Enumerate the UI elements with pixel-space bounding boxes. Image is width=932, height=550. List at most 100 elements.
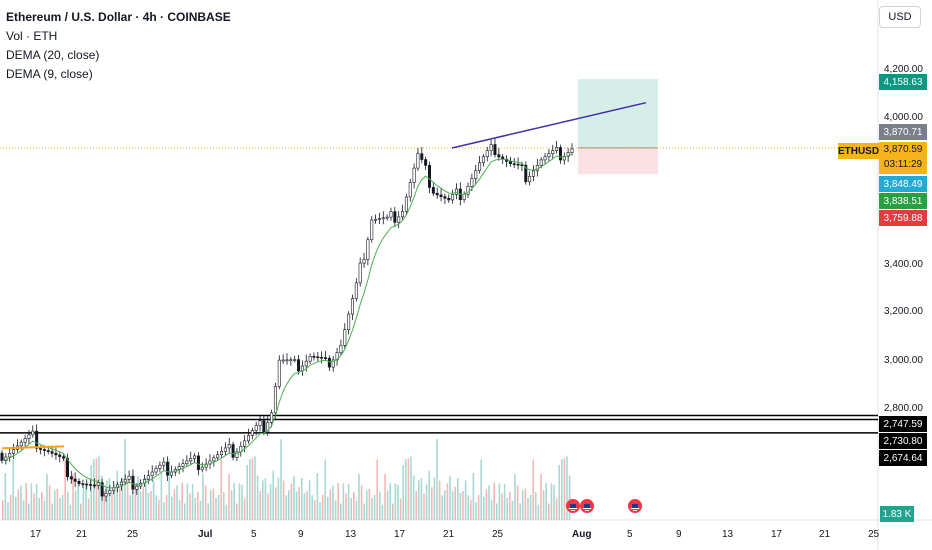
y-tick-label: 2,800.00 bbox=[884, 403, 923, 414]
volume-bar bbox=[397, 484, 399, 520]
candle-body bbox=[289, 359, 293, 362]
last-price-tag: 3,870.59 03:11:29 bbox=[879, 142, 927, 174]
x-tick-label: 9 bbox=[298, 529, 304, 540]
candle-body bbox=[154, 468, 158, 473]
candle-body bbox=[216, 454, 220, 459]
candle-body bbox=[250, 430, 254, 436]
indicator-dema9[interactable]: DEMA (9, close) bbox=[6, 67, 93, 81]
candle-body bbox=[366, 239, 370, 260]
candle-body bbox=[320, 356, 324, 359]
volume-bar bbox=[215, 498, 217, 520]
candle-body bbox=[466, 186, 470, 195]
chart-title[interactable]: Ethereum / U.S. Dollar · 4h · COINBASE bbox=[6, 10, 231, 24]
candle-body bbox=[243, 440, 247, 447]
x-tick-label: 25 bbox=[492, 529, 504, 540]
x-tick-label: 21 bbox=[76, 529, 88, 540]
currency-button[interactable]: USD bbox=[879, 6, 921, 28]
candle-body bbox=[246, 435, 250, 442]
volume-bar bbox=[230, 490, 233, 520]
volume-bar bbox=[54, 490, 56, 520]
volume-bar bbox=[129, 495, 131, 520]
volume-bar bbox=[561, 459, 563, 520]
gray-price-tag: 3,870.71 bbox=[879, 124, 927, 140]
volume-bar bbox=[485, 489, 488, 520]
target-price-tag: 4,158.63 bbox=[879, 74, 927, 90]
candle-body bbox=[285, 359, 289, 362]
y-tick-label: 3,000.00 bbox=[884, 355, 923, 366]
volume-bar bbox=[38, 498, 40, 520]
volume-bar bbox=[111, 493, 113, 520]
us-flag-event-icon[interactable] bbox=[580, 499, 594, 513]
volume-bar bbox=[337, 482, 339, 520]
candle-body bbox=[189, 458, 193, 462]
volume-bar bbox=[139, 491, 142, 520]
x-tick-label: 21 bbox=[443, 529, 455, 540]
volume-bar bbox=[30, 483, 33, 520]
candle-body bbox=[339, 345, 343, 353]
volume-bar bbox=[106, 480, 108, 520]
volume-bar bbox=[511, 500, 514, 520]
volume-bar bbox=[212, 488, 215, 520]
volume-bar bbox=[405, 459, 407, 520]
volume-bar bbox=[67, 491, 69, 520]
volume-bar bbox=[355, 500, 358, 520]
us-flag-event-icon[interactable] bbox=[566, 499, 580, 513]
candle-body bbox=[135, 485, 139, 490]
candle-body bbox=[462, 193, 466, 201]
candle-body bbox=[150, 471, 154, 476]
volume-bar bbox=[503, 484, 506, 520]
candle-body bbox=[566, 152, 570, 157]
candle-body bbox=[312, 355, 316, 358]
volume-bar bbox=[25, 482, 27, 520]
candle-body bbox=[204, 463, 208, 468]
candle-body bbox=[335, 352, 339, 361]
blue-price-tag: 3,848.49 bbox=[879, 176, 927, 192]
indicator-volume[interactable]: Vol · ETH bbox=[6, 29, 58, 43]
red-price-tag: 3,759.88 bbox=[879, 210, 927, 226]
volume-bar bbox=[327, 496, 329, 520]
candle-body bbox=[358, 262, 362, 284]
x-tick-label: 17 bbox=[394, 529, 406, 540]
candle-body bbox=[512, 163, 516, 166]
volume-bar bbox=[496, 503, 498, 520]
volume-bar bbox=[254, 456, 256, 520]
volume-bar bbox=[379, 491, 381, 520]
volume-bar bbox=[43, 500, 46, 520]
volume-bar bbox=[241, 484, 243, 520]
candle-body bbox=[177, 466, 181, 470]
volume-bar bbox=[202, 473, 204, 520]
candle-body bbox=[347, 313, 351, 331]
volume-bar bbox=[9, 494, 12, 520]
volume-bar bbox=[402, 465, 404, 520]
volume-bar bbox=[441, 495, 443, 520]
candle-body bbox=[270, 412, 274, 423]
volume-bar bbox=[33, 493, 35, 520]
candle-body bbox=[0, 452, 4, 461]
volume-bar bbox=[264, 478, 267, 520]
volume-bar bbox=[558, 465, 560, 520]
volume-bar bbox=[142, 487, 144, 520]
volume-bar bbox=[145, 477, 147, 520]
x-tick-label: 5 bbox=[627, 529, 633, 540]
volume-bar bbox=[98, 456, 100, 520]
indicator-dema20[interactable]: DEMA (20, close) bbox=[6, 48, 100, 62]
candle-body bbox=[73, 478, 77, 482]
volume-bar bbox=[509, 491, 511, 520]
x-tick-label: 13 bbox=[722, 529, 734, 540]
candle-body bbox=[193, 455, 197, 459]
us-flag-event-icon[interactable] bbox=[628, 499, 642, 513]
volume-bar bbox=[454, 487, 456, 520]
candle-body bbox=[127, 475, 131, 480]
candle-body bbox=[431, 187, 435, 194]
volume-bar bbox=[186, 483, 189, 520]
volume-bar bbox=[363, 503, 365, 520]
candle-body bbox=[439, 194, 443, 197]
volume-bar bbox=[178, 500, 181, 520]
candle-body bbox=[266, 422, 270, 433]
volume-bar bbox=[514, 473, 516, 520]
volume-bar bbox=[17, 489, 20, 520]
volume-bar bbox=[428, 470, 430, 520]
candle-body bbox=[481, 156, 485, 164]
